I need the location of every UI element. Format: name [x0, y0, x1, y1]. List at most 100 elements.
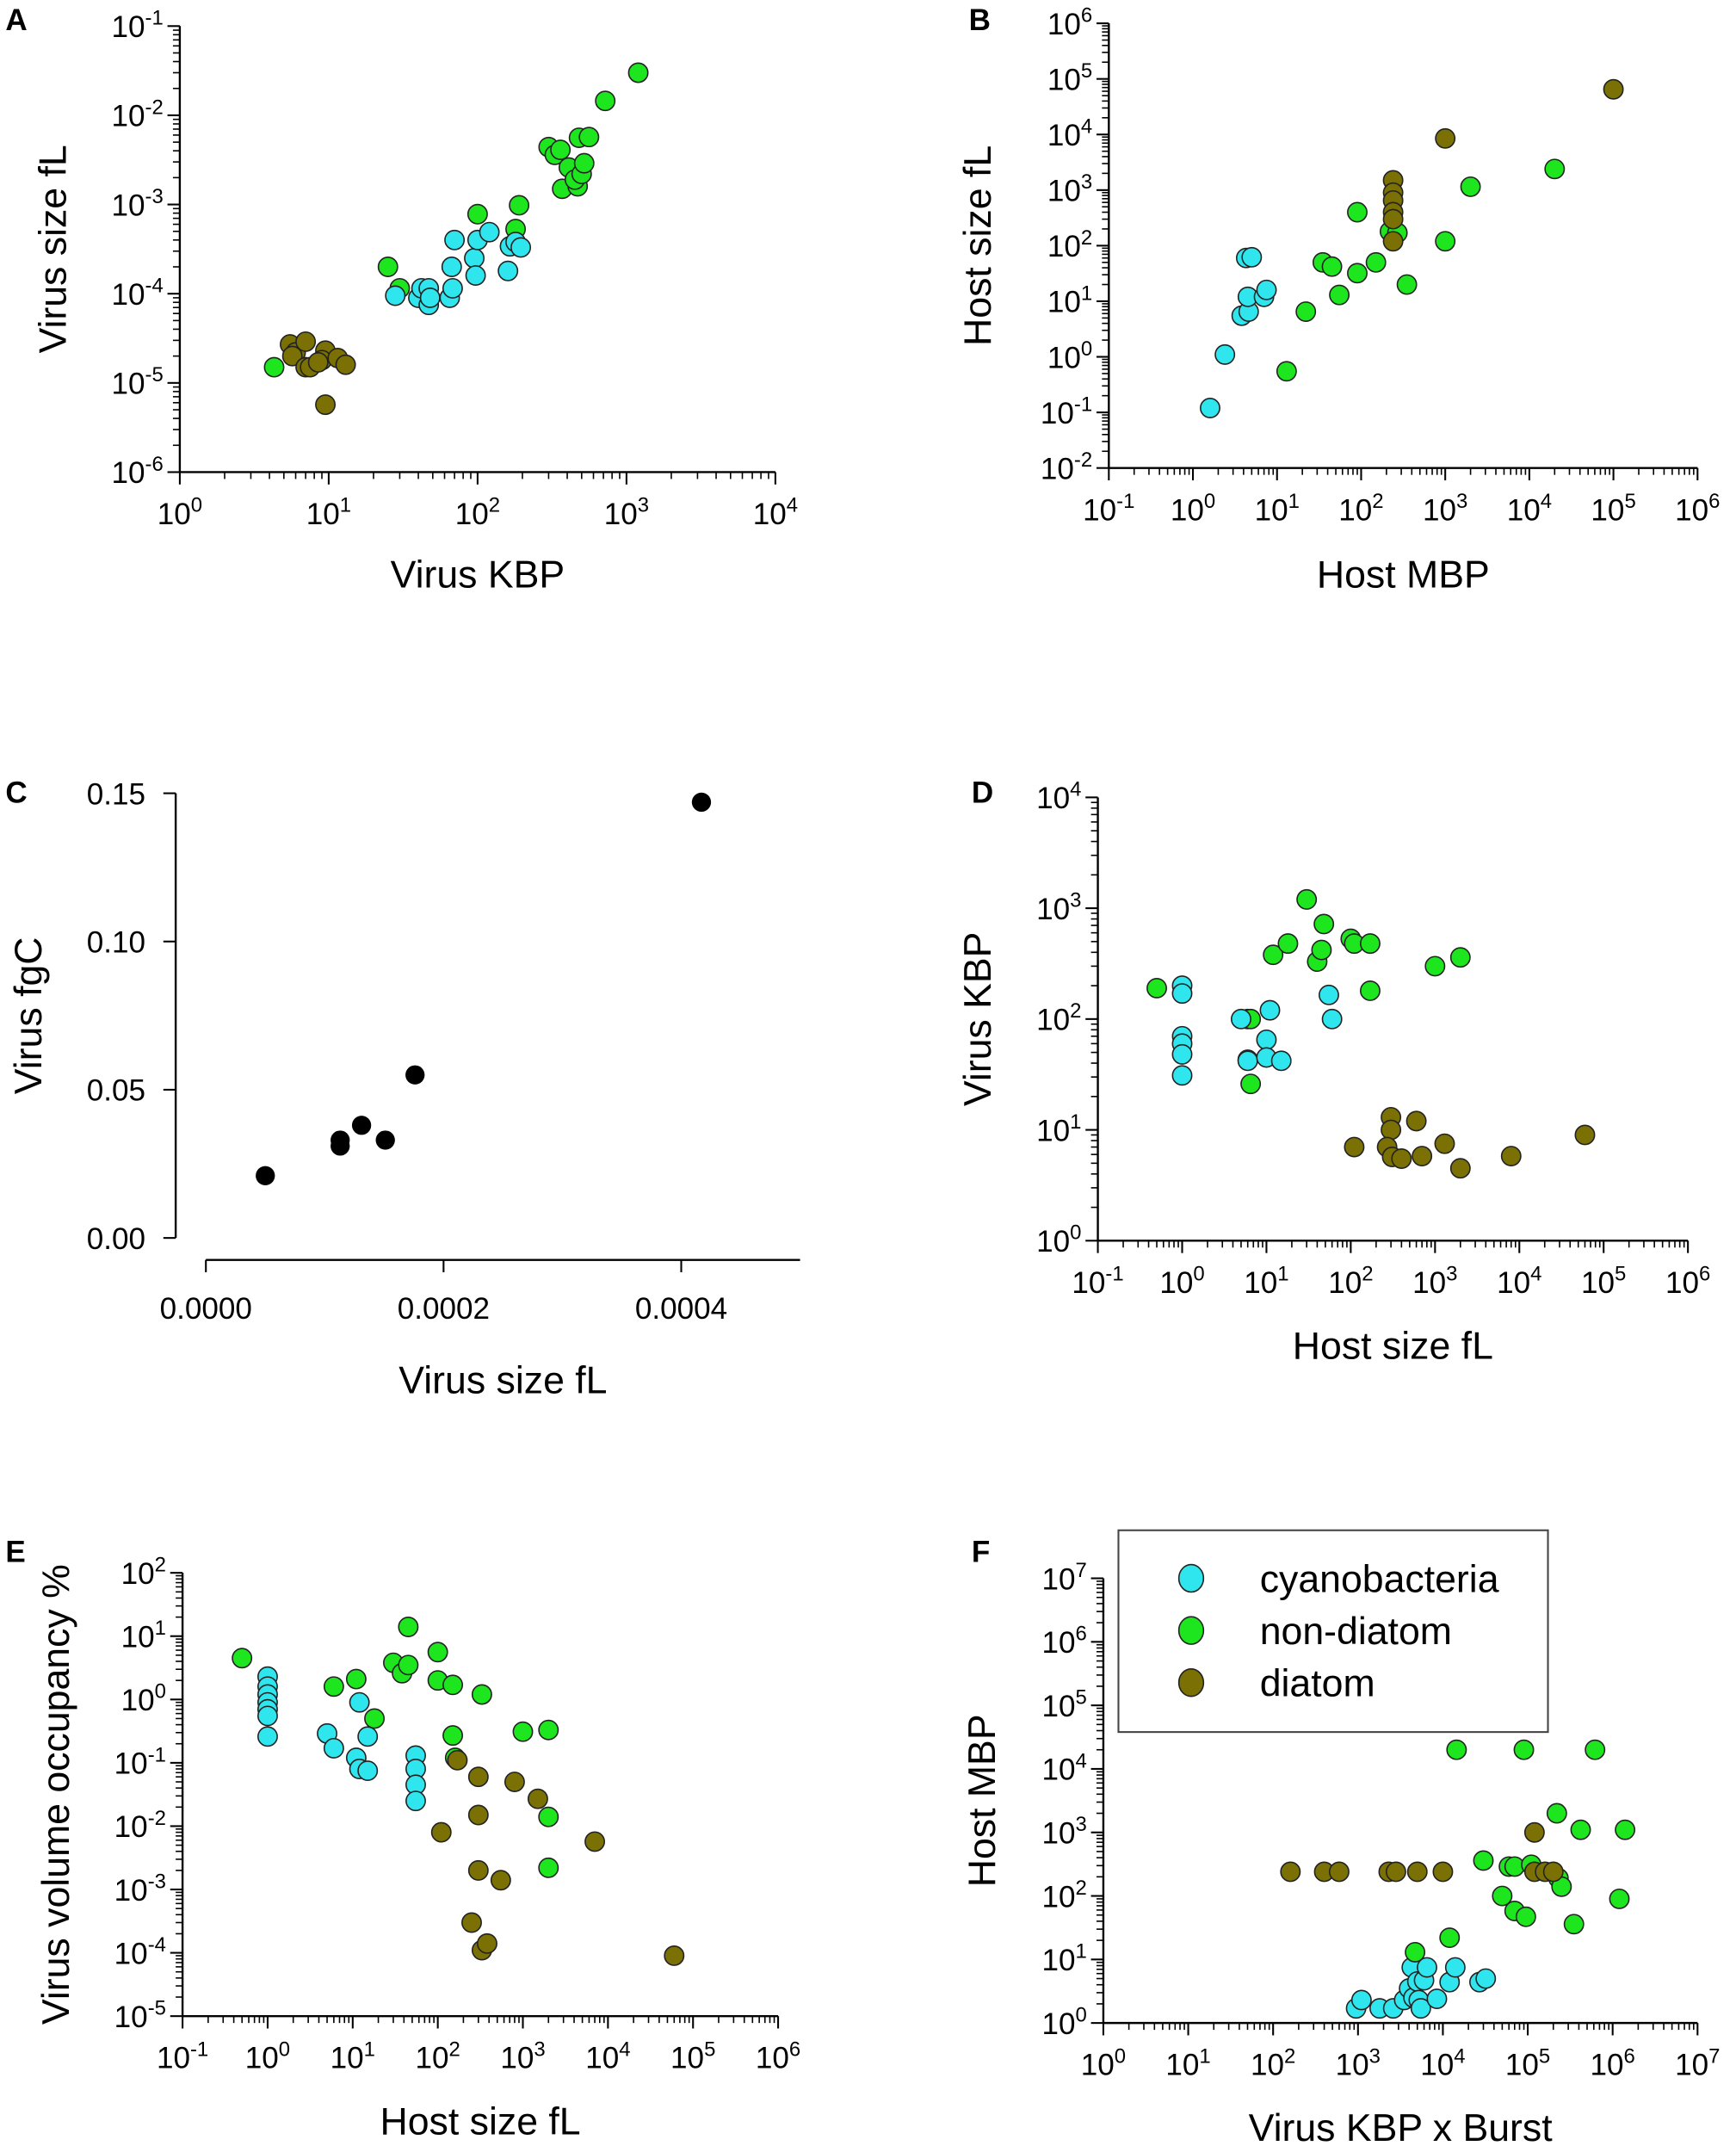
data-point-cyanobacteria	[1475, 1968, 1497, 1989]
data-point-non-diatom	[1460, 176, 1481, 197]
data-point-non-diatom	[1240, 1073, 1262, 1095]
data-point-diatom	[1406, 1861, 1428, 1883]
data-point-non-diatom	[1570, 1819, 1591, 1840]
y-tick-label: 103	[1041, 1813, 1086, 1850]
data-point-diatom	[1382, 231, 1404, 252]
y-tick-label: 10-1	[1041, 393, 1092, 430]
y-tick-label: 10-4	[114, 1933, 166, 1970]
data-point-diatom	[467, 1859, 489, 1881]
data-point-cyanobacteria	[1270, 1050, 1292, 1072]
y-tick-label: 10-1	[112, 7, 164, 44]
data-point-cyanobacteria	[357, 1726, 379, 1747]
y-tick-label: 0.15	[87, 777, 145, 811]
series-non-diatom	[263, 62, 649, 378]
panel-letter: D	[972, 776, 993, 810]
data-point-diatom	[281, 345, 303, 367]
data-point-diatom	[467, 1804, 489, 1826]
x-tick-label: 103	[604, 494, 649, 531]
x-tick-label: 105	[1505, 2044, 1550, 2081]
series-cyanobacteria	[1171, 975, 1343, 1086]
y-tick-label: 104	[1047, 115, 1092, 152]
x-tick-label: 101	[331, 2038, 375, 2075]
series-cyanobacteria	[256, 1666, 426, 1812]
y-tick-label: 100	[121, 1680, 166, 1717]
y-axis-label: Virus volume occupancy %	[35, 1564, 77, 2025]
x-tick-label: 107	[1675, 2044, 1720, 2081]
y-tick-label: 10-4	[112, 275, 164, 312]
data-point-non-diatom	[1515, 1906, 1536, 1927]
series-diatom	[430, 1749, 685, 1966]
data-point-cyanobacteria	[497, 260, 519, 281]
data-point-non-diatom	[1347, 263, 1368, 284]
data-point-diatom	[1574, 1124, 1596, 1146]
data-point-non-diatom	[1347, 201, 1368, 223]
data-point-non-diatom	[1585, 1739, 1606, 1760]
data-point-non-diatom	[398, 1617, 419, 1637]
y-tick-label: 100	[1041, 2004, 1086, 2041]
y-tick-label: 0.10	[87, 926, 145, 960]
data-point-cyanobacteria	[1171, 1043, 1193, 1065]
y-tick-label: 106	[1047, 4, 1092, 41]
data-point-non-diatom	[1435, 231, 1456, 252]
data-point-non-diatom	[1473, 1850, 1494, 1871]
data-point-diatom	[430, 1821, 452, 1843]
data-point-non-diatom	[1365, 251, 1387, 273]
data-point-non-diatom	[1313, 913, 1335, 935]
data-point-cyanobacteria	[1444, 1957, 1466, 1978]
panel-B: B 10-1 100 101 102 103 104 105 106 10-2 10-1 100 101…	[957, 3, 1720, 596]
series-cyanobacteria	[1345, 1957, 1497, 2019]
data-point-non-diatom	[1146, 977, 1167, 999]
data-point-diatom	[1542, 1861, 1564, 1883]
series-non-diatom	[1276, 158, 1566, 382]
data-point-diatom	[1412, 1146, 1433, 1166]
data-point-non-diatom	[1396, 274, 1418, 295]
x-tick-label: 100	[1159, 1263, 1204, 1300]
data-point-cyanobacteria	[1256, 279, 1277, 300]
data-point-non-diatom	[627, 62, 649, 83]
data-point-cyanobacteria	[1214, 343, 1236, 365]
y-tick-label: 10-3	[112, 185, 164, 222]
data-point-diatom	[584, 1831, 606, 1852]
data-point-cyanobacteria	[1231, 1008, 1251, 1030]
data-point-non-diatom	[512, 1721, 534, 1742]
data-point-cyanobacteria	[349, 1691, 370, 1713]
y-tick-label: 102	[1036, 999, 1081, 1036]
data-point-diatom	[1434, 1133, 1455, 1154]
data-point-diatom	[1385, 1861, 1406, 1883]
series-cyanobacteria	[385, 221, 532, 316]
x-axis-label: Host MBP	[1317, 553, 1490, 596]
data-point-non-diatom	[1359, 933, 1381, 955]
x-axis-label: Virus size fL	[398, 1359, 607, 1401]
data-point-non-diatom	[550, 139, 571, 161]
y-tick-label: 100	[1036, 1221, 1081, 1258]
data-point-non-diatom	[364, 1708, 385, 1729]
series-other	[256, 792, 712, 1185]
data-point-cyanobacteria	[1256, 1029, 1277, 1050]
panel-letter: E	[5, 1535, 25, 1568]
data-point-other	[331, 1130, 350, 1150]
data-point-diatom	[1500, 1146, 1522, 1166]
data-point-cyanobacteria	[1241, 246, 1263, 268]
y-tick-label: 10-6	[112, 453, 164, 490]
x-tick-label: 104	[753, 494, 798, 531]
data-point-cyanobacteria	[1171, 983, 1193, 1005]
data-point-diatom	[664, 1945, 685, 1966]
series-diatom	[1280, 1821, 1564, 1883]
data-point-non-diatom	[323, 1676, 344, 1697]
legend-marker-non-diatom	[1177, 1616, 1205, 1645]
data-point-cyanobacteria	[1171, 1065, 1193, 1086]
legend: cyanobacteria non-diatom diatom	[1117, 1529, 1549, 1734]
data-point-cyanobacteria	[323, 1737, 344, 1759]
data-point-non-diatom	[1609, 1888, 1630, 1909]
y-tick-label: 10-5	[114, 1997, 166, 2034]
panel-letter: A	[5, 3, 27, 37]
y-tick-label: 104	[1041, 1749, 1086, 1786]
y-axis-label: Host size fL	[957, 145, 999, 346]
y-axis-label: Host MBP	[961, 1714, 1004, 1887]
y-axis-label: Virus KBP	[957, 932, 999, 1107]
data-point-cyanobacteria	[419, 287, 441, 308]
panel-F: F 100 101 102 103 104 105 106 107 100 101 102 103 104…	[961, 1529, 1720, 2149]
x-tick-label: 0.0004	[635, 1292, 727, 1326]
x-tick-label: 106	[756, 2038, 800, 2075]
data-point-non-diatom	[1321, 256, 1343, 277]
